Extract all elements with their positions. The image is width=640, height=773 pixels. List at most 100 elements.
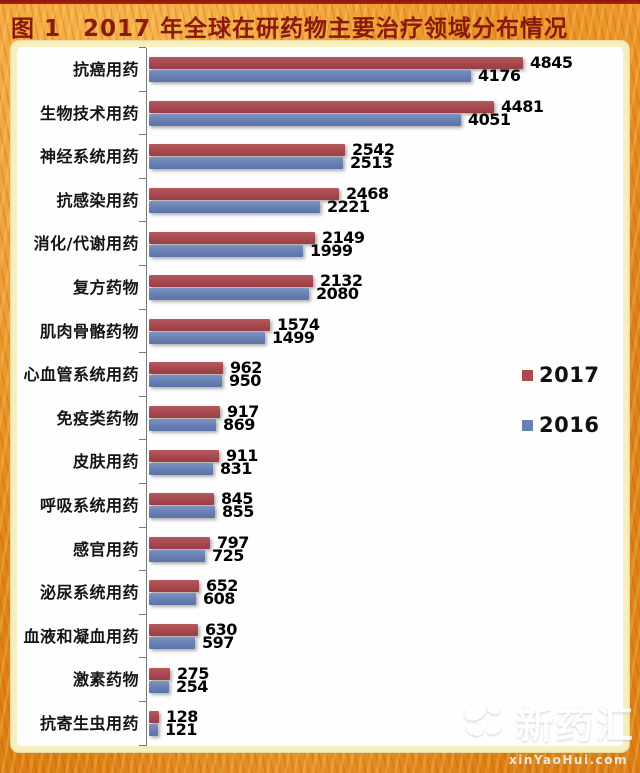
value-label-2016: 725 [212,545,244,565]
legend-label-2016: 2016 [539,413,600,437]
value-label-2017: 917 [227,402,259,422]
bar-2017 [149,711,159,724]
value-label-2016: 4176 [478,66,521,86]
chart-row: 抗癌用药 4845 4176 [17,47,623,92]
value-label-2017: 630 [205,620,237,640]
bar-2016 [149,462,213,475]
category-label: 抗癌用药 [72,60,139,79]
value-label-2017: 2132 [320,271,363,291]
chart-row: 神经系统用药 2542 2513 [17,134,623,179]
bar-group: 2542 2513 [139,134,623,179]
axis-tick [139,657,146,659]
top-red-strip [0,0,640,4]
axis-tick [139,47,146,48]
category-label: 消化/代谢用药 [33,234,139,254]
axis-tick [139,134,146,136]
value-label-2017: 128 [166,707,198,727]
category-label: 皮肤用药 [72,452,139,472]
bar-2017 [149,493,214,506]
value-label-2016: 950 [229,371,261,391]
category-label: 抗感染用药 [56,190,139,210]
value-label-2017: 911 [226,445,258,465]
value-label-2017: 2542 [352,140,395,160]
bar-group: 4481 4051 [139,90,623,136]
axis-tick [139,221,146,223]
bar-group: 2132 2080 [139,264,623,310]
figure-title-text: 2017 年全球在研药物主要治疗领域分布情况 [83,16,569,42]
axis-tick [139,352,146,354]
figure-title: 图 1 2017 年全球在研药物主要治疗领域分布情况 [11,9,632,43]
bar-group: 652 608 [139,570,623,615]
value-label-2016: 1499 [272,327,315,347]
value-label-2017: 652 [206,576,238,596]
category-label: 感官用药 [72,539,139,559]
chart-row: 心血管系统用药 962 950 [17,352,623,397]
bar-2016 [149,419,216,432]
value-label-2016: 2513 [350,153,393,173]
value-label-2016: 608 [203,589,235,609]
axis-tick [139,264,146,266]
bar-2016 [149,331,265,344]
category-label: 泌尿系统用药 [39,583,139,603]
chart-row: 血液和凝血用药 630 597 [17,613,623,659]
legend-label-2017: 2017 [539,363,600,387]
value-label-2017: 2149 [322,227,365,247]
bar-2017 [149,100,494,113]
axis-tick [139,700,146,702]
axis-tick [139,90,146,92]
bar-2017 [149,667,170,680]
chart-row: 复方药物 2132 2080 [17,264,623,310]
bar-2017 [149,275,313,288]
bar-2017 [149,57,523,70]
bar-2017 [149,231,315,244]
bar-2016 [149,724,158,737]
value-label-2016: 4051 [468,109,511,129]
bar-chart: 抗癌用药 4845 4176 生物技术用药 4481 4051 [17,47,623,746]
category-label: 免疫类药物 [56,408,139,428]
legend: 2017 2016 [522,363,599,463]
value-label-2017: 845 [221,489,253,509]
chart-row: 生物技术用药 4481 4051 [17,90,623,136]
bar-group: 2468 2221 [139,177,623,223]
value-label-2017: 275 [177,663,209,683]
legend-entry-2016: 2016 [522,413,599,437]
bar-2017 [149,318,270,331]
category-label: 肌肉骨骼药物 [39,321,139,341]
category-label: 复方药物 [72,277,139,297]
value-label-2017: 4481 [501,96,544,116]
watermark-domain: xinYaoHui.com [509,753,628,767]
bar-group: 917 869 [139,395,623,441]
value-label-2016: 869 [223,415,255,435]
bar-group: 128 121 [139,700,623,746]
bar-group: 845 855 [139,482,623,528]
chart-row: 免疫类药物 917 869 [17,395,623,441]
bar-2016 [149,549,205,562]
category-label: 呼吸系统用药 [39,495,139,515]
bar-2016 [149,375,222,388]
bar-2017 [149,536,210,549]
value-label-2017: 2468 [346,184,389,204]
legend-swatch-2017 [522,369,533,381]
bar-group: 2149 1999 [139,221,623,266]
chart-row: 皮肤用药 911 831 [17,439,623,484]
bar-2016 [149,201,320,214]
bar-group: 797 725 [139,526,623,572]
value-label-2016: 121 [165,720,197,740]
bar-group: 4845 4176 [139,47,623,92]
bar-group: 962 950 [139,352,623,397]
value-label-2016: 2221 [327,197,370,217]
axis-tick [139,482,146,484]
value-label-2017: 4845 [530,53,573,73]
category-label: 血液和凝血用药 [23,626,139,646]
figure-label: 图 1 [11,16,62,42]
bar-2017 [149,624,198,637]
chart-row: 肌肉骨骼药物 1574 1499 [17,308,623,354]
value-label-2017: 962 [230,358,262,378]
bar-2016 [149,288,309,301]
category-label: 激素药物 [72,670,139,690]
value-label-2017: 797 [217,532,249,552]
category-label: 神经系统用药 [39,147,139,167]
category-label: 生物技术用药 [39,103,139,123]
chart-panel: 抗癌用药 4845 4176 生物技术用药 4481 4051 [10,40,630,753]
